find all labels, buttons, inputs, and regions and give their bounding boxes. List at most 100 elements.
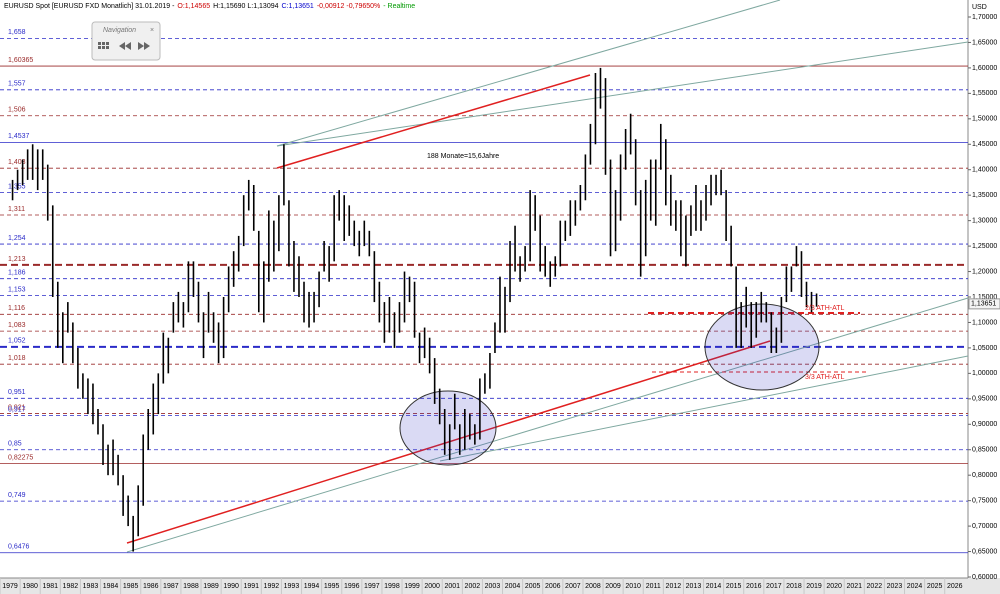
level-label: 0,6476 xyxy=(8,544,30,551)
y-tick-label: 1,35000 xyxy=(972,192,997,199)
y-tick-label: 1,70000 xyxy=(972,14,997,21)
header-part: -0,00912 -0,79650% xyxy=(317,3,380,10)
navigation-panel xyxy=(91,21,161,61)
x-tick-label: 2008 xyxy=(585,583,601,590)
x-tick-label: 2006 xyxy=(545,583,561,590)
y-tick-label: 0,75000 xyxy=(972,497,997,504)
level-label: 1,4537 xyxy=(8,133,30,140)
x-tick-label: 2015 xyxy=(726,583,742,590)
trend-line xyxy=(276,0,781,147)
x-tick-label: 2024 xyxy=(907,583,923,590)
x-tick-label: 1998 xyxy=(384,583,400,590)
level-label: 1,60365 xyxy=(8,57,33,64)
y-tick-label: 1,50000 xyxy=(972,116,997,123)
level-label: 0,921 xyxy=(8,404,26,411)
axes: 1,70000 1,65000 1,60000 1,55000 1,50000 1,450… xyxy=(0,14,1000,594)
x-tick-label: 1992 xyxy=(264,583,280,590)
annotation: 2/3 ATH-ATL xyxy=(805,305,845,312)
header-part: - Realtime xyxy=(383,3,415,10)
x-tick-label: 2000 xyxy=(424,583,440,590)
time-axis-strip xyxy=(0,578,1000,594)
x-tick-label: 2018 xyxy=(786,583,802,590)
x-tick-label: 1980 xyxy=(22,583,38,590)
x-tick-label: 1983 xyxy=(83,583,99,590)
level-label: 1,403 xyxy=(8,159,26,166)
level-label: 1,557 xyxy=(8,81,26,88)
x-tick-label: 2022 xyxy=(867,583,883,590)
x-tick-label: 2014 xyxy=(706,583,722,590)
levels: 1,6581,603651,5571,5061,45371,4031,3551,… xyxy=(0,29,968,554)
y-tick-label: 1,20000 xyxy=(972,268,997,275)
y-tick-label: 1,05000 xyxy=(972,345,997,352)
y-tick-label: 1,60000 xyxy=(972,65,997,72)
trend-line xyxy=(126,340,771,544)
y-tick-label: 1,10000 xyxy=(972,319,997,326)
y-tick-label: 0,65000 xyxy=(972,548,997,555)
navigation-widget[interactable]: Navigation × xyxy=(91,21,161,61)
y-tick-label: 1,65000 xyxy=(972,39,997,46)
x-tick-label: 1999 xyxy=(404,583,420,590)
x-tick-label: 2003 xyxy=(485,583,501,590)
level-label: 1,052 xyxy=(8,338,26,345)
x-tick-label: 2016 xyxy=(746,583,762,590)
level-label: 1,116 xyxy=(8,305,25,312)
y-tick-label: 0,90000 xyxy=(972,421,997,428)
level-label: 1,018 xyxy=(8,355,26,362)
price-bars xyxy=(11,67,818,552)
y-tick-label: 1,30000 xyxy=(972,217,997,224)
trend-line xyxy=(439,355,969,462)
x-tick-label: 1996 xyxy=(344,583,360,590)
x-tick-label: 1993 xyxy=(284,583,300,590)
x-tick-label: 2019 xyxy=(806,583,822,590)
x-tick-label: 1987 xyxy=(163,583,179,590)
x-tick-label: 1997 xyxy=(364,583,380,590)
x-tick-label: 2023 xyxy=(887,583,903,590)
y-tick-label: 1,00000 xyxy=(972,370,997,377)
x-tick-label: 1989 xyxy=(203,583,219,590)
x-tick-label: 1994 xyxy=(304,583,320,590)
y-tick-label: 1,15000 xyxy=(972,294,997,301)
x-tick-label: 2026 xyxy=(947,583,963,590)
last-price-label: 1,13651 xyxy=(971,301,996,308)
y-tick-label: 0,95000 xyxy=(972,396,997,403)
level-label: 0,749 xyxy=(8,492,26,499)
x-tick-label: 2013 xyxy=(686,583,702,590)
x-tick-label: 2004 xyxy=(505,583,521,590)
x-tick-label: 2002 xyxy=(465,583,481,590)
x-tick-label: 1991 xyxy=(243,583,259,590)
level-label: 1,083 xyxy=(8,322,26,329)
x-tick-label: 1985 xyxy=(123,583,139,590)
level-label: 1,506 xyxy=(8,107,26,114)
x-tick-label: 1990 xyxy=(223,583,239,590)
y-tick-label: 1,40000 xyxy=(972,167,997,174)
level-label: 1,254 xyxy=(8,235,26,242)
grid-icon[interactable] xyxy=(98,42,109,49)
level-label: 1,186 xyxy=(8,270,26,277)
level-label: 0,917 xyxy=(8,406,26,413)
forward-icon[interactable] xyxy=(138,42,150,50)
y-tick-label: 1,45000 xyxy=(972,141,997,148)
header-part: EURUSD Spot [EURUSD FXD Monatlich] 31.01… xyxy=(4,3,175,10)
x-tick-label: 1995 xyxy=(324,583,340,590)
x-tick-label: 2007 xyxy=(565,583,581,590)
y-tick-label: 0,70000 xyxy=(972,523,997,530)
level-label: 0,82275 xyxy=(8,454,33,461)
y-tick-label: 1,25000 xyxy=(972,243,997,250)
x-tick-label: 1982 xyxy=(63,583,79,590)
x-tick-label: 2017 xyxy=(766,583,782,590)
x-tick-label: 2025 xyxy=(927,583,943,590)
x-tick-label: 2021 xyxy=(846,583,862,590)
back-icon[interactable] xyxy=(119,42,131,50)
header-part: O:1,14565 xyxy=(177,3,210,10)
navigation-title: Navigation xyxy=(103,27,136,34)
level-label: 1,153 xyxy=(8,286,26,293)
trend-lines xyxy=(126,0,969,553)
y-tick-label: 1,55000 xyxy=(972,90,997,97)
level-label: 1,658 xyxy=(8,29,26,36)
close-icon[interactable]: × xyxy=(150,27,154,34)
header-part: H:1,15690 L:1,13094 xyxy=(213,3,278,10)
x-tick-label: 2001 xyxy=(444,583,460,590)
x-tick-label: 2011 xyxy=(646,583,661,590)
annotation: 3/3 ATH-ATL xyxy=(805,374,845,381)
